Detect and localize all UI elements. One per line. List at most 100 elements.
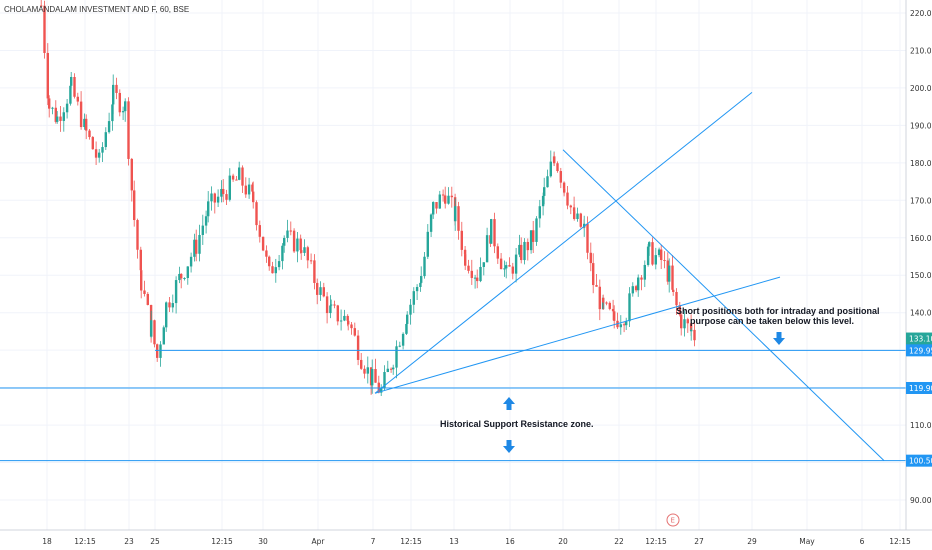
candle-body [405,323,408,334]
x-tick-label: 12:15 [211,537,233,546]
candle-body [238,167,241,180]
candle-body [508,265,511,267]
candle-body [306,247,309,261]
candle-body [514,254,518,274]
candle-body [643,264,646,280]
candle-body [265,250,268,257]
price-badge-label: 100.50 [909,457,932,466]
candle-body [329,305,332,314]
candle-body [505,265,508,269]
y-tick-label: 220.00 [910,9,932,18]
candle-body [201,225,204,235]
candle-body [654,255,657,265]
candle-body [85,118,88,131]
candle-body [283,237,286,246]
earnings-marker[interactable]: E [666,513,680,527]
candle-body [222,188,225,195]
y-tick-label: 210.00 [910,46,932,55]
candle-body [640,277,643,280]
y-tick-label: 150.00 [910,271,932,280]
x-tick-label: 6 [860,537,865,546]
candle-body [189,256,193,267]
annotation-support-zone: Historical Support Resistance zone. [440,419,594,429]
x-tick-label: May [799,537,815,546]
candle-body [473,277,477,279]
candle-body [346,315,349,321]
candle-body [520,244,523,261]
candle-body [107,121,111,133]
candle-body [518,244,521,255]
candle-body [415,286,419,292]
candle-body [43,5,46,53]
candle-body [559,171,562,183]
candle-body [261,236,265,251]
candle-body [313,260,316,283]
candle-body [180,273,183,279]
candle-body [101,147,104,153]
candle-body [46,52,49,99]
candle-body [526,241,529,251]
candle-body [299,238,302,251]
price-badge [906,332,932,345]
candle-body [447,195,450,204]
candle-body [286,230,289,238]
candle-body [104,132,107,148]
candle-body [444,195,447,204]
candle-body [511,266,514,274]
candle-body [300,250,303,253]
candle-body [165,302,168,328]
candle-body [634,286,638,291]
candle-body [174,280,178,304]
candle-body [198,234,201,254]
candle-body [79,101,83,128]
candle-body [111,104,114,122]
candle-body [281,245,284,262]
candle-body [586,223,589,253]
candle-body [395,346,398,368]
candle-body [193,239,196,257]
candle-body [464,254,467,266]
price-axis: 90.00100.00110.00120.00130.00140.00150.0… [905,0,932,530]
candle-body [693,329,696,341]
candle-body [592,263,595,286]
x-tick-label: 13 [449,537,459,546]
candle-body [274,267,277,274]
candle-body [553,156,556,164]
chart-grid [0,0,906,530]
candle-body [546,176,549,188]
candle-body [457,206,460,231]
candle-body [666,260,669,282]
candle-body [178,273,181,281]
candle-body [140,270,143,291]
candle-body [350,324,353,329]
candle-body [59,116,62,121]
candlesticks [40,0,696,396]
candle-body [529,230,533,251]
candle-body [380,388,383,393]
candle-body [48,98,51,109]
candle-body [611,308,615,312]
x-tick-label: 23 [124,537,134,546]
candle-body [538,206,541,219]
candle-body [535,218,538,242]
annotation-short-line1: Short positions both for intraday and po… [676,306,880,316]
support-resistance-levels [0,349,906,462]
x-tick-label: 22 [614,537,624,546]
price-badge-label: 133.10 [909,335,932,344]
price-badge-label: 119.90 [909,384,932,393]
candle-body [646,246,650,265]
candle-body [523,241,526,261]
y-tick-label: 90.00 [910,496,932,505]
candle-body [576,213,579,220]
candle-body [479,266,482,282]
candle-body [374,369,377,383]
candle-body [686,319,689,324]
candle-body [663,260,666,262]
candle-body [353,328,356,336]
candle-body [127,101,130,159]
candle-body [566,192,569,206]
candle-body [470,270,473,278]
candle-body [689,323,693,332]
candle-body [648,242,651,247]
